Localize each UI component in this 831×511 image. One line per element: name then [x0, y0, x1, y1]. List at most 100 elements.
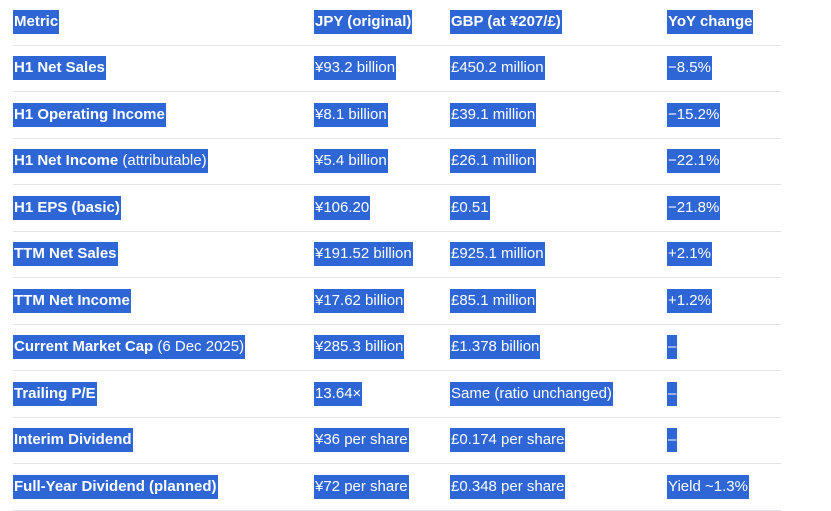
metrics-table: Metric JPY (original) GBP (at ¥207/£) Yo… — [13, 0, 781, 511]
yoy-cell: +1.2% — [667, 277, 781, 325]
jpy-cell: ¥106.20 — [314, 184, 450, 232]
gbp-cell: £1.378 billion — [450, 324, 667, 371]
header-gbp: GBP (at ¥207/£) — [450, 0, 667, 46]
table-row: Current Market Cap (6 Dec 2025) ¥285.3 bi… — [13, 324, 781, 371]
metric-note: (attributable) — [122, 152, 207, 170]
gbp-cell: £39.1 million — [450, 91, 667, 139]
metric-cell: H1 EPS (basic) — [13, 184, 314, 232]
yoy-value: −8.5% — [667, 56, 712, 81]
gbp-cell: £0.51 — [450, 184, 667, 232]
yoy-cell: – — [667, 370, 781, 418]
yoy-cell: Yield ~1.3% — [667, 463, 781, 511]
jpy-cell: ¥17.62 billion — [314, 277, 450, 325]
table-row: H1 Net Sales ¥93.2 billion £450.2 million −… — [13, 45, 781, 92]
metric-label: H1 Operating Income — [14, 105, 165, 123]
yoy-value: −21.8% — [667, 195, 721, 220]
metric-cell: Interim Dividend — [13, 417, 314, 464]
metric-cell: H1 Net Income (attributable) — [13, 138, 314, 185]
header-jpy-label: JPY (original) — [315, 13, 412, 31]
yoy-value: Yield ~1.3% — [667, 474, 749, 499]
metric-label: H1 EPS (basic) — [14, 198, 120, 216]
gbp-value: £0.348 per share — [450, 474, 566, 499]
jpy-value: ¥17.62 billion — [314, 288, 405, 313]
jpy-value: ¥106.20 — [314, 195, 371, 220]
header-metric-label: Metric — [14, 13, 59, 31]
jpy-cell: ¥5.4 billion — [314, 138, 450, 185]
jpy-value: ¥8.1 billion — [314, 102, 388, 127]
table-row: H1 Net Income (attributable) ¥5.4 billion… — [13, 138, 781, 185]
metric-label: TTM Net Income — [14, 291, 130, 309]
gbp-cell: £85.1 million — [450, 277, 667, 325]
yoy-value: – — [667, 335, 678, 360]
yoy-value: +1.2% — [667, 288, 712, 313]
jpy-value: ¥36 per share — [314, 428, 409, 453]
gbp-cell: Same (ratio unchanged) — [450, 370, 667, 418]
gbp-value: £450.2 million — [450, 56, 545, 81]
yoy-cell: −21.8% — [667, 184, 781, 232]
gbp-value: £85.1 million — [450, 288, 537, 313]
gbp-cell: £925.1 million — [450, 231, 667, 278]
table-row: H1 Operating Income ¥8.1 billion £39.1 mil… — [13, 91, 781, 139]
metric-cell: H1 Operating Income — [13, 91, 314, 139]
yoy-value: – — [667, 381, 678, 406]
jpy-cell: ¥191.52 billion — [314, 231, 450, 278]
jpy-cell: ¥72 per share — [314, 463, 450, 511]
metric-cell: H1 Net Sales — [13, 45, 314, 92]
jpy-value: ¥191.52 billion — [314, 242, 413, 267]
metric-label: H1 Net Income — [14, 152, 119, 170]
table-row: TTM Net Income ¥17.62 billion £85.1 millio… — [13, 277, 781, 325]
gbp-value: Same (ratio unchanged) — [450, 381, 613, 406]
jpy-value: ¥285.3 billion — [314, 335, 405, 360]
yoy-value: −15.2% — [667, 102, 721, 127]
gbp-cell: £0.174 per share — [450, 417, 667, 464]
header-jpy: JPY (original) — [314, 0, 450, 46]
gbp-value: £26.1 million — [450, 149, 537, 174]
gbp-cell: £26.1 million — [450, 138, 667, 185]
jpy-value: ¥93.2 billion — [314, 56, 397, 81]
yoy-cell: −15.2% — [667, 91, 781, 139]
gbp-value: £39.1 million — [450, 102, 537, 127]
yoy-value: – — [667, 428, 678, 453]
jpy-cell: 13.64× — [314, 370, 450, 418]
yoy-cell: – — [667, 417, 781, 464]
table-row: Full-Year Dividend (planned) ¥72 per shar… — [13, 463, 781, 511]
metric-label: Full-Year Dividend (planned) — [14, 477, 217, 495]
yoy-value: +2.1% — [667, 242, 712, 267]
metric-label: Trailing P/E — [14, 384, 96, 402]
jpy-value: ¥5.4 billion — [314, 149, 388, 174]
jpy-cell: ¥36 per share — [314, 417, 450, 464]
header-row: Metric JPY (original) GBP (at ¥207/£) Yo… — [13, 0, 781, 46]
header-yoy: YoY change — [667, 0, 781, 46]
yoy-cell: +2.1% — [667, 231, 781, 278]
jpy-cell: ¥93.2 billion — [314, 45, 450, 92]
jpy-value: 13.64× — [314, 381, 363, 406]
yoy-cell: – — [667, 324, 781, 371]
metric-cell: Full-Year Dividend (planned) — [13, 463, 314, 511]
header-yoy-label: YoY change — [668, 13, 753, 31]
metric-label: Current Market Cap — [14, 338, 154, 356]
table-row: H1 EPS (basic) ¥106.20 £0.51 −21.8% — [13, 184, 781, 232]
yoy-cell: −22.1% — [667, 138, 781, 185]
metric-label: Interim Dividend — [14, 431, 132, 449]
header-metric: Metric — [13, 0, 314, 46]
metric-cell: TTM Net Income — [13, 277, 314, 325]
gbp-value: £1.378 billion — [450, 335, 541, 360]
jpy-cell: ¥8.1 billion — [314, 91, 450, 139]
metric-cell: Trailing P/E — [13, 370, 314, 418]
table-row: Interim Dividend ¥36 per share £0.174 per … — [13, 417, 781, 464]
gbp-value: £0.174 per share — [450, 428, 566, 453]
gbp-value: £925.1 million — [450, 242, 545, 267]
gbp-cell: £450.2 million — [450, 45, 667, 92]
jpy-value: ¥72 per share — [314, 474, 409, 499]
metric-cell: TTM Net Sales — [13, 231, 314, 278]
metric-label: TTM Net Sales — [14, 245, 117, 263]
gbp-cell: £0.348 per share — [450, 463, 667, 511]
header-gbp-label: GBP (at ¥207/£) — [451, 13, 561, 31]
yoy-cell: −8.5% — [667, 45, 781, 92]
table-row: Trailing P/E 13.64× Same (ratio unchanged)… — [13, 370, 781, 418]
table-row: TTM Net Sales ¥191.52 billion £925.1 milli… — [13, 231, 781, 278]
metric-cell: Current Market Cap (6 Dec 2025) — [13, 324, 314, 371]
metric-label: H1 Net Sales — [14, 59, 105, 77]
gbp-value: £0.51 — [450, 195, 490, 220]
yoy-value: −22.1% — [667, 149, 721, 174]
